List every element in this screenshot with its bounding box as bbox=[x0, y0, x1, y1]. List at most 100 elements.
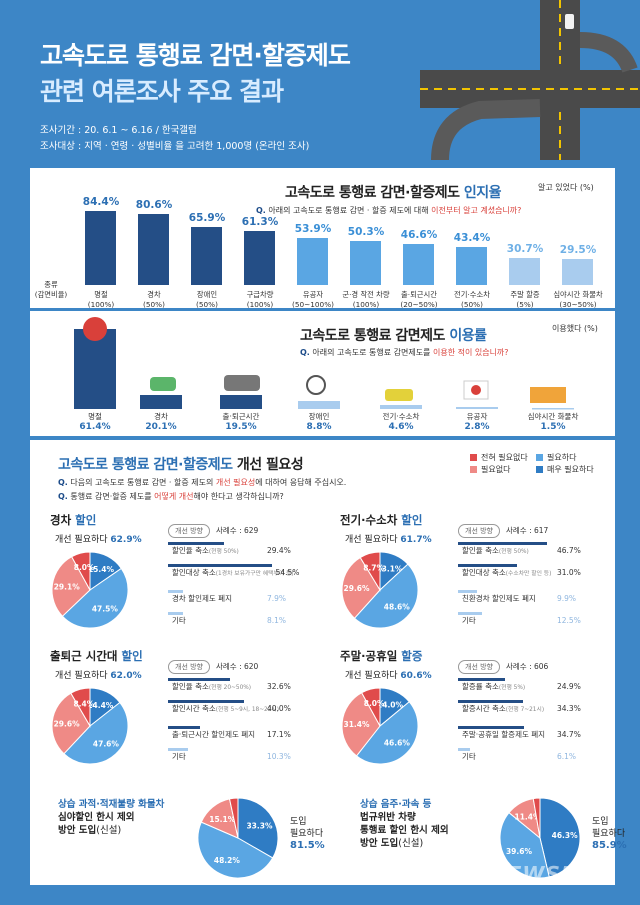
direction-pill: 개선 방향 bbox=[458, 660, 500, 674]
usage-category-label: 유공자 bbox=[466, 412, 488, 421]
improvement-bar bbox=[458, 726, 524, 729]
pie-slice-label: 11.4% bbox=[514, 813, 541, 822]
truck-icon bbox=[530, 387, 566, 403]
pie-slice-label: 8.0% bbox=[364, 699, 385, 708]
block-need: 개선 필요하다 62.0% bbox=[55, 668, 142, 681]
awareness-bar bbox=[350, 240, 381, 285]
block-title: 경차 할인 bbox=[50, 512, 96, 528]
improvement-item-label: 할인대상 축소(수소차만 할인 등) bbox=[462, 568, 551, 579]
awareness-category-rate: (50%) bbox=[143, 300, 165, 309]
legend-needed: 필요하다 bbox=[536, 452, 576, 463]
improvement-item-value: 10.3% bbox=[267, 752, 291, 761]
awareness-bar bbox=[191, 227, 222, 285]
special-need-line1: 도입 bbox=[290, 817, 307, 827]
pie-slice-label: 3.4% bbox=[227, 796, 244, 798]
usage-value: 8.8% bbox=[306, 422, 332, 432]
legend-very-needed: 매우 필요하다 bbox=[536, 464, 594, 475]
pie-slice-label: 33.3% bbox=[246, 822, 273, 831]
improvement-bar bbox=[458, 612, 482, 615]
pie-slice bbox=[499, 811, 550, 879]
improvement-item-note: (현행 5~9시, 18~22시) bbox=[215, 707, 280, 713]
special-line3: 방안 도입(신설) bbox=[58, 824, 164, 837]
awareness-category-label: 출·퇴근시간 (20~50%) bbox=[386, 290, 452, 310]
awareness-bar-value: 29.5% bbox=[559, 244, 597, 257]
block-need-value: 62.9% bbox=[110, 535, 142, 545]
type-label-line2: (감면비율) bbox=[34, 290, 68, 299]
pie-slice bbox=[359, 551, 381, 592]
usage-category-label: 심야시간 화물차 bbox=[527, 412, 579, 421]
block-title-pre: 전기·수소차 bbox=[340, 513, 402, 527]
awareness-category-rate: (5%) bbox=[516, 300, 534, 309]
pie-slice bbox=[51, 556, 91, 617]
awareness-category-label: 장애인 (50%) bbox=[174, 290, 240, 310]
awareness-category-rate: (50~100%) bbox=[292, 300, 334, 309]
improvement-bar bbox=[168, 748, 188, 751]
improvement-item-label: 할인율 축소(현행 50%) bbox=[172, 546, 239, 557]
improvement-item-value: 29.4% bbox=[267, 546, 291, 555]
special-line2: 심야할인 한시 제외 bbox=[58, 812, 135, 823]
improvement-bar bbox=[458, 590, 477, 593]
awareness-category-label: 전기·수소차 (50%) bbox=[439, 290, 505, 310]
awareness-category-name: 심야시간 화물차 bbox=[553, 290, 603, 299]
improvement-item-value: 12.5% bbox=[557, 616, 581, 625]
sample-count: 사례수 : 629 bbox=[216, 526, 259, 535]
main-title-line1: 고속도로 통행료 감면·할증제도 bbox=[40, 41, 351, 70]
special-line3-tail: (신설) bbox=[96, 825, 122, 836]
pie-slice bbox=[532, 797, 541, 839]
improvement-item-note: (현행 5%) bbox=[498, 685, 526, 691]
special-line3: 통행료 할인 한시 제외 bbox=[360, 824, 449, 837]
pie-slice-label: 48.6% bbox=[384, 603, 411, 612]
improvement-item-note: (현행 50%) bbox=[208, 549, 239, 555]
improvement-item-name: 기타 bbox=[172, 616, 186, 625]
improvement-item-name: 출·퇴근시간 할인제도 폐지 bbox=[172, 730, 256, 739]
usage-value: 20.1% bbox=[145, 422, 177, 432]
newsis-credit: NEWSIS bbox=[490, 862, 585, 886]
awareness-bar-value: 50.3% bbox=[347, 225, 385, 238]
improvement-item-note: (현행 50%) bbox=[498, 549, 529, 555]
improvement-item-label: 기타 bbox=[462, 616, 476, 625]
improvement-item-value: 32.6% bbox=[267, 682, 291, 691]
usage-bar-disabled bbox=[298, 401, 340, 409]
improvement-item-label: 할인율 축소(현행 50%) bbox=[462, 546, 529, 557]
block-title: 출퇴근 시간대 할인 bbox=[50, 648, 143, 664]
pie-slice bbox=[237, 797, 279, 859]
ev-car-icon bbox=[385, 389, 413, 401]
improvement-item-name: 할증률 축소 bbox=[462, 682, 499, 691]
improvement-item-value: 34.7% bbox=[557, 730, 581, 739]
main-title-line2: 관련 여론조사 주요 결과 bbox=[40, 77, 284, 106]
improvement-item-label: 기타 bbox=[172, 752, 186, 761]
gift-bag-icon bbox=[83, 317, 107, 341]
awareness-category-label: 경차 (50%) bbox=[121, 290, 187, 310]
awareness-category-name: 전기·수소차 bbox=[454, 290, 490, 299]
improvement-item-value: 46.7% bbox=[557, 546, 581, 555]
improvement-bar bbox=[458, 542, 547, 545]
usage-bar-holiday bbox=[74, 329, 116, 409]
highway-illustration bbox=[420, 0, 640, 160]
improvement-item-value: 54.5% bbox=[275, 568, 300, 577]
block-need-label: 개선 필요하다 bbox=[55, 535, 111, 545]
block-title-pre: 경차 bbox=[50, 513, 76, 527]
improvement-item-label: 할증시간 축소(현행 7~21시) bbox=[462, 704, 544, 715]
awareness-category-name: 명절 bbox=[94, 290, 108, 299]
pie-slice bbox=[228, 797, 239, 839]
awareness-category-name: 경차 bbox=[147, 290, 161, 299]
improvement-bar bbox=[168, 542, 224, 545]
special-line1: 상습 과적·적재불량 화물차 bbox=[58, 799, 165, 810]
usage-value: 4.6% bbox=[388, 422, 414, 432]
awareness-category-name: 유공자 bbox=[302, 290, 324, 299]
usage-category-label: 전기·수소차 bbox=[382, 412, 420, 421]
usage-category-label: 장애인 bbox=[308, 412, 330, 421]
improvement-item-name: 할인율 축소 bbox=[462, 546, 499, 555]
usage-q-prefix: Q. bbox=[300, 348, 310, 357]
awareness-category-label: 구급차량 (100%) bbox=[227, 290, 293, 310]
special-need-line2: 필요하다 bbox=[290, 829, 324, 839]
pie-slice-label: 29.6% bbox=[54, 719, 81, 728]
pie-slice-label: 46.6% bbox=[384, 738, 411, 747]
awareness-bar-value: 80.6% bbox=[135, 199, 173, 212]
block-title-blue: 할인 bbox=[75, 513, 97, 527]
special-pie-chart: 46.3% 39.6% 11.4% 2.7% bbox=[499, 796, 581, 879]
usage-q-text: 아래의 고속도로 통행료 감면제도를 bbox=[312, 348, 433, 357]
improvement-title-plain: 고속도로 통행료 감면·할증제도 bbox=[58, 457, 237, 473]
improvement-item-name: 할인율 축소 bbox=[172, 682, 209, 691]
awareness-bar-value: 53.9% bbox=[294, 222, 332, 235]
